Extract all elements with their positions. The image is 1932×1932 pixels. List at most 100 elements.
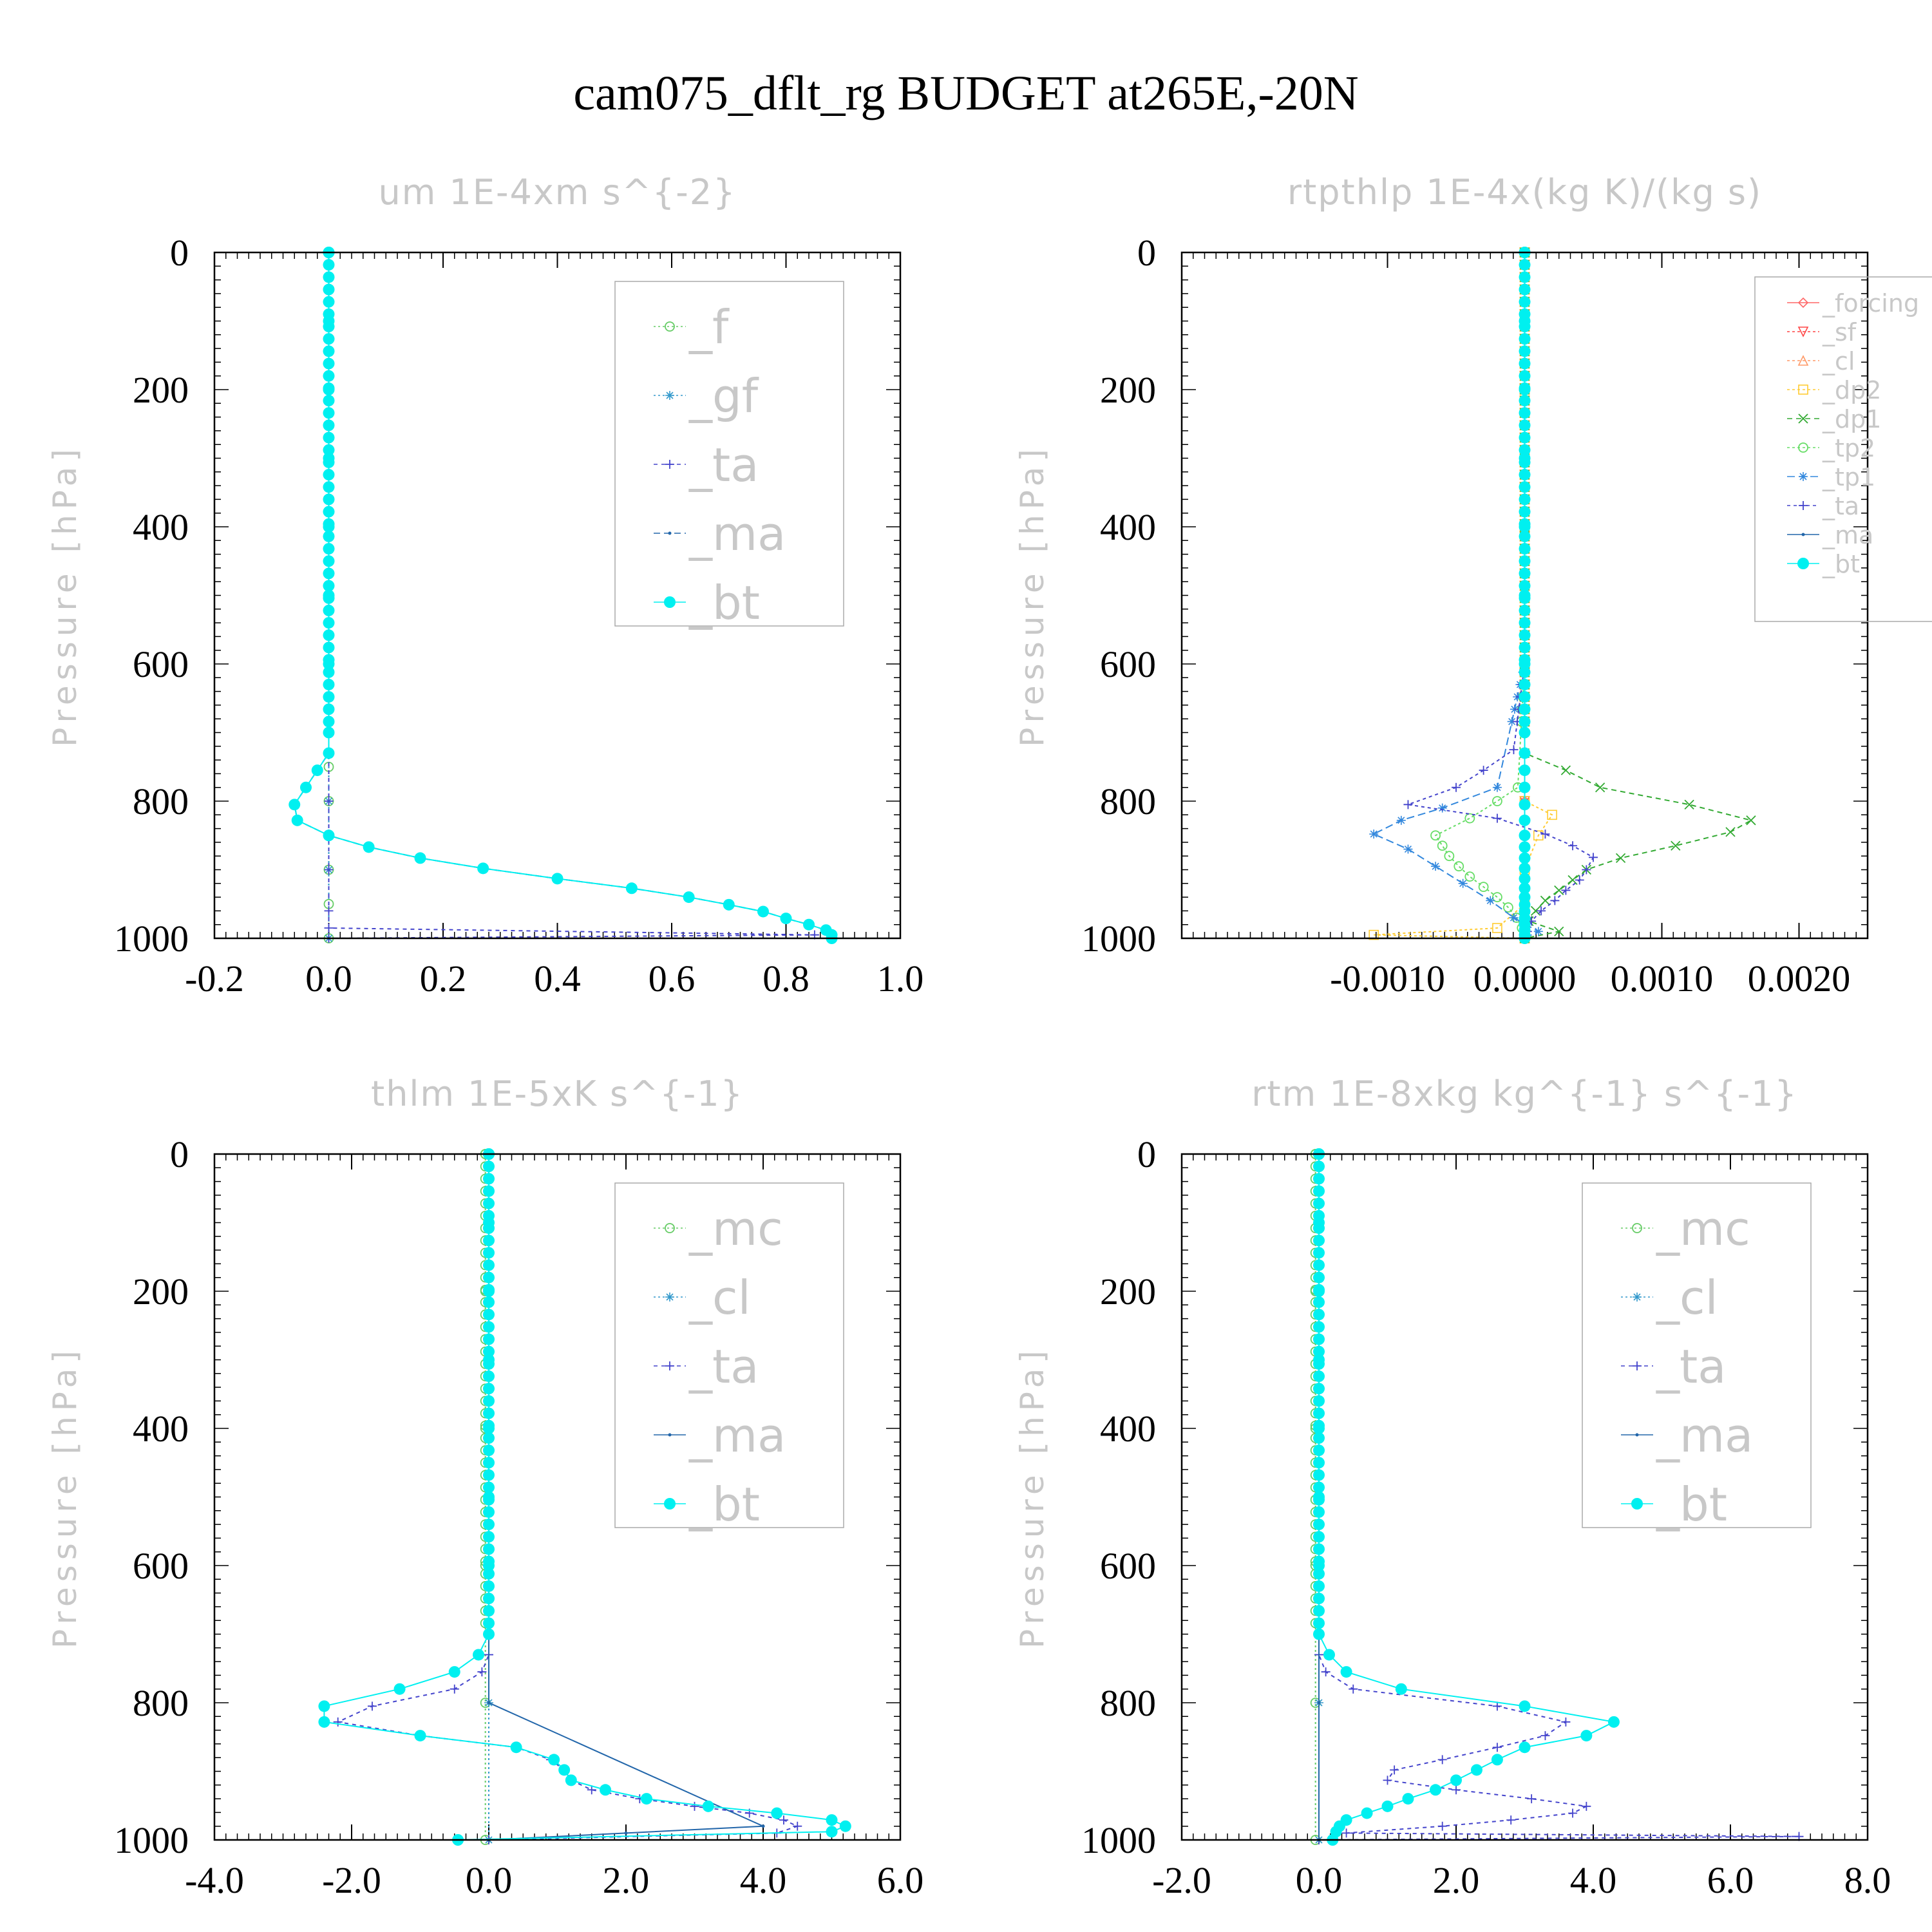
data-point bbox=[624, 1831, 628, 1835]
legend-marker bbox=[668, 531, 672, 535]
legend-label: _tp2 bbox=[1822, 434, 1875, 462]
data-point bbox=[1491, 1754, 1503, 1766]
legend-marker bbox=[1798, 413, 1808, 424]
data-point bbox=[1313, 1444, 1325, 1457]
data-point bbox=[1567, 875, 1578, 886]
data-point bbox=[1478, 882, 1489, 893]
y-tick-label: 800 bbox=[133, 1682, 189, 1724]
data-point bbox=[1369, 829, 1379, 839]
data-point bbox=[1313, 1197, 1325, 1209]
legend-label: _dp2 bbox=[1822, 376, 1881, 404]
data-point bbox=[1313, 1555, 1325, 1567]
data-point bbox=[1519, 506, 1531, 518]
data-point bbox=[323, 726, 335, 739]
data-point bbox=[323, 395, 335, 407]
x-tick-label: 1.0 bbox=[877, 958, 924, 999]
data-point bbox=[1519, 271, 1531, 283]
data-point bbox=[1519, 419, 1531, 431]
legend-label: _mc bbox=[1656, 1202, 1750, 1256]
data-point bbox=[793, 1821, 802, 1831]
data-point bbox=[323, 530, 335, 542]
data-point bbox=[1568, 841, 1578, 851]
data-point bbox=[323, 345, 335, 357]
legend-marker bbox=[665, 460, 674, 469]
data-point bbox=[1595, 782, 1605, 793]
series-bt bbox=[318, 1148, 851, 1846]
data-point bbox=[1403, 800, 1413, 810]
data-point bbox=[483, 1555, 495, 1567]
data-point bbox=[1492, 813, 1502, 823]
data-point bbox=[1313, 1309, 1325, 1321]
legend-label: _gf bbox=[688, 369, 759, 423]
data-point bbox=[1313, 1567, 1325, 1580]
data-point bbox=[1519, 747, 1531, 759]
data-point bbox=[1313, 1173, 1325, 1185]
data-point bbox=[1313, 1617, 1325, 1629]
legend-label: _cl bbox=[1822, 347, 1855, 375]
data-point bbox=[1746, 815, 1756, 826]
legend-item: _bt bbox=[1787, 550, 1860, 578]
data-point bbox=[483, 1222, 495, 1235]
data-point bbox=[779, 1815, 788, 1825]
legend-marker bbox=[1797, 327, 1809, 337]
data-point bbox=[1519, 764, 1531, 777]
legend-marker bbox=[665, 1223, 675, 1233]
data-point bbox=[1323, 1649, 1335, 1661]
data-point bbox=[450, 1684, 459, 1694]
panel-title: um 1E-4xm s^{-2} bbox=[379, 172, 737, 213]
data-point bbox=[683, 891, 695, 904]
data-point bbox=[1313, 1370, 1325, 1383]
legend-label: _ma bbox=[688, 1408, 786, 1463]
data-point bbox=[1403, 844, 1413, 854]
data-point bbox=[323, 617, 335, 629]
legend-label: _bt bbox=[1822, 550, 1860, 578]
y-tick-label: 200 bbox=[133, 369, 189, 411]
x-tick-label: 0.0 bbox=[1296, 1859, 1343, 1901]
data-point bbox=[1506, 1815, 1516, 1825]
data-point bbox=[318, 1700, 330, 1712]
data-point bbox=[1492, 782, 1502, 792]
legend-marker bbox=[668, 1433, 672, 1437]
x-tick-label: 0.6 bbox=[649, 958, 696, 999]
data-point bbox=[510, 1741, 522, 1754]
legend-box bbox=[614, 1182, 844, 1528]
data-point bbox=[1580, 1730, 1593, 1742]
chart-panel-2: rtpthlp 1E-4x(kg K)/(kg s) Pressure [hPa]… bbox=[1014, 172, 1932, 999]
data-point bbox=[1519, 882, 1531, 895]
data-point bbox=[1437, 1821, 1447, 1831]
data-point bbox=[323, 333, 335, 345]
data-point bbox=[289, 799, 301, 811]
data-point bbox=[565, 1774, 577, 1786]
data-point bbox=[333, 1717, 343, 1727]
data-point bbox=[323, 493, 335, 506]
data-point bbox=[483, 1383, 495, 1395]
legend-label: _forcing bbox=[1822, 289, 1919, 317]
data-point bbox=[1313, 1222, 1325, 1235]
data-point bbox=[1519, 469, 1531, 481]
data-point bbox=[483, 1481, 495, 1493]
data-point bbox=[323, 419, 335, 431]
data-point bbox=[1313, 1383, 1325, 1395]
legend-item: _mc bbox=[654, 1202, 783, 1256]
data-point bbox=[1519, 407, 1531, 419]
data-point bbox=[1519, 444, 1531, 456]
data-point bbox=[826, 1826, 838, 1838]
data-point bbox=[1430, 830, 1441, 841]
legend-item: _ma bbox=[1787, 521, 1873, 549]
data-point bbox=[1575, 875, 1584, 885]
x-tick-label: 2.0 bbox=[1433, 1859, 1480, 1901]
data-point bbox=[483, 1628, 495, 1640]
plot-frame bbox=[213, 1153, 902, 1841]
data-point bbox=[1313, 1395, 1325, 1407]
data-point bbox=[323, 629, 335, 641]
series-line bbox=[323, 1154, 848, 1841]
data-point bbox=[323, 829, 335, 842]
series-line bbox=[1524, 252, 1753, 939]
data-point bbox=[1313, 1593, 1325, 1605]
data-point bbox=[483, 1247, 495, 1259]
series-bt bbox=[289, 247, 838, 944]
legend-item: _mc bbox=[1621, 1202, 1750, 1256]
data-point bbox=[1492, 892, 1502, 902]
data-point bbox=[323, 715, 335, 728]
panel-title: rtpthlp 1E-4x(kg K)/(kg s) bbox=[1287, 172, 1762, 213]
